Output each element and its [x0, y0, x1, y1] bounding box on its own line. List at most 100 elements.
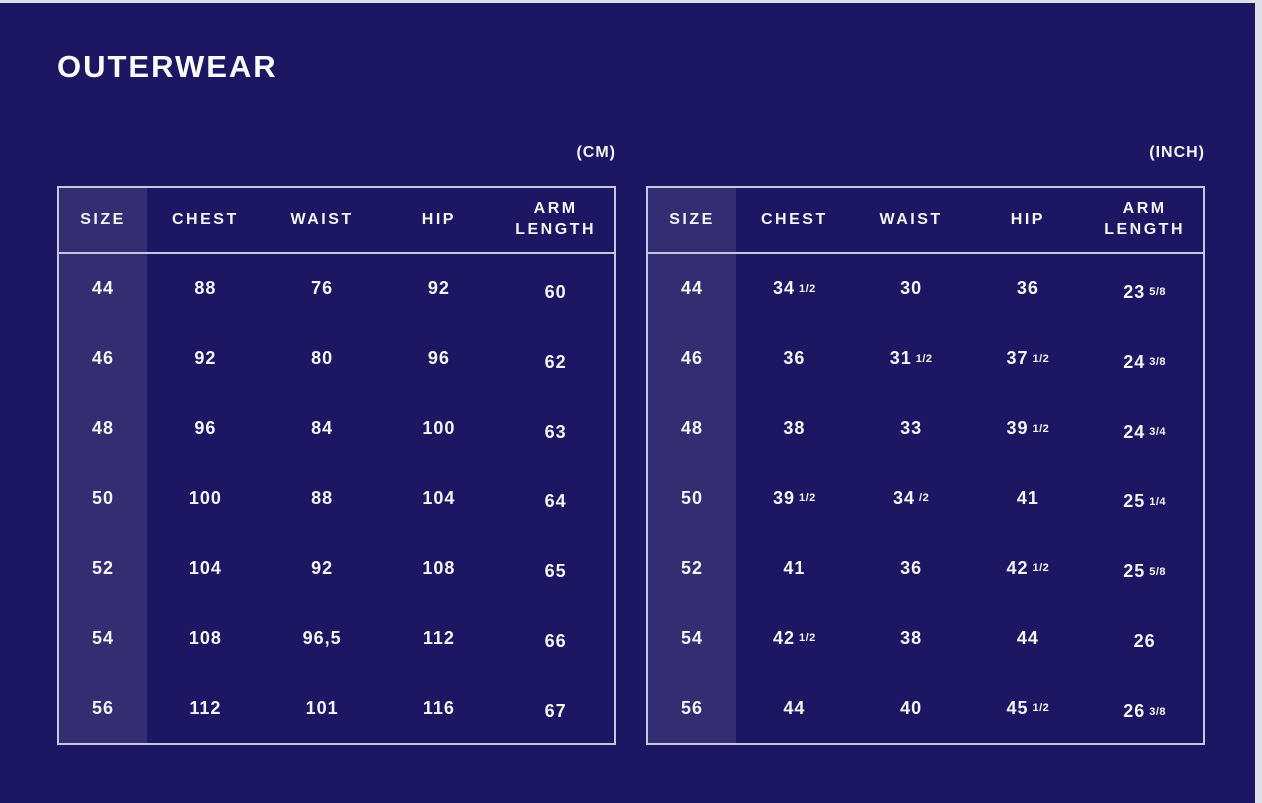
- measurement-cell: 100: [188, 487, 222, 508]
- measurement-cell: 92: [194, 348, 217, 369]
- measurement-cell: 42 1/2: [1006, 557, 1050, 578]
- measurement-cell: 76: [311, 278, 334, 299]
- measurement-cell: 24 3/8: [1123, 351, 1167, 372]
- header-cell-waist: WAIST: [290, 210, 354, 228]
- measurement-cell: 104: [422, 487, 456, 508]
- measurement-cell: 92: [311, 557, 334, 578]
- fraction-superscript: 3/8: [1149, 705, 1167, 718]
- measurement-cell: 36: [900, 557, 923, 578]
- measurement-cell: 40: [900, 697, 923, 718]
- measurement-cell: 39 1/2: [1006, 418, 1050, 439]
- measurement-cell: 104: [188, 557, 222, 578]
- measurement-cell: 42 1/2: [772, 627, 816, 648]
- measurement-cell: 36: [783, 348, 806, 369]
- size-cell: 44: [91, 278, 115, 299]
- fraction-superscript: 5/8: [1149, 565, 1167, 578]
- measurement-cell: 116: [422, 697, 455, 718]
- size-column-highlight: [648, 188, 736, 743]
- measurement-cell: 44: [1016, 627, 1039, 648]
- measurement-cell: 26: [1133, 631, 1156, 652]
- table-row: 50 39 1/2 34/2 41 25 1/4: [648, 464, 1203, 534]
- size-cell: 48: [91, 418, 115, 439]
- fraction-superscript: 3/4: [1149, 426, 1167, 439]
- measurement-cell: 44: [783, 697, 806, 718]
- table-row: 44 88 76 92 60: [59, 254, 614, 324]
- measurement-cell: 25 1/4: [1123, 491, 1167, 512]
- measurement-cell: 67: [544, 701, 567, 722]
- fraction-superscript: 1/2: [798, 492, 816, 505]
- inch-table-header: SIZE CHEST WAIST HIP ARM LENGTH: [648, 188, 1203, 254]
- table-row: 44 34 1/2 30 36 23 5/8: [648, 254, 1203, 324]
- measurement-cell: 41: [783, 557, 806, 578]
- cm-table-header: SIZE CHEST WAIST HIP ARM LENGTH: [59, 188, 614, 254]
- size-cell: 52: [91, 557, 115, 578]
- cm-size-table: SIZE CHEST WAIST HIP ARM LENGTH 44 88 76 92 60 46…: [57, 186, 616, 745]
- measurement-cell: 100: [422, 418, 456, 439]
- measurement-cell: 25 5/8: [1123, 561, 1167, 582]
- cm-table-body: 44 88 76 92 60 46 92 80 96 62 48 96 84 100 63 50 100 88 10…: [59, 254, 614, 743]
- measurement-cell: 38: [900, 627, 923, 648]
- measurement-cell: 30: [900, 278, 923, 299]
- header-cell-chest: CHEST: [172, 210, 239, 228]
- measurement-cell: 84: [311, 418, 334, 439]
- measurement-cell: 33: [900, 418, 923, 439]
- table-row: 52 104 92 108 65: [59, 533, 614, 603]
- table-row: 50 100 88 104 64: [59, 464, 614, 534]
- measurement-cell: 23 5/8: [1123, 281, 1167, 302]
- size-cell: 46: [680, 348, 704, 369]
- cm-unit-label: (CM): [576, 144, 616, 161]
- measurement-cell: 62: [544, 351, 567, 372]
- measurement-cell: 26 3/8: [1123, 701, 1167, 722]
- measurement-cell: 45 1/2: [1006, 697, 1050, 718]
- inch-table-body: 44 34 1/2 30 36 23 5/8 46 36 31 1/2 37 1/2 24 3/8 48 38 3…: [648, 254, 1203, 743]
- measurement-cell: 31 1/2: [889, 348, 933, 369]
- fraction-superscript: 1/4: [1149, 495, 1167, 508]
- size-cell: 50: [91, 487, 115, 508]
- measurement-cell: 38: [783, 418, 806, 439]
- header-cell-waist: WAIST: [879, 210, 943, 228]
- measurement-cell: 34/2: [893, 487, 930, 508]
- size-cell: 56: [91, 697, 115, 718]
- header-cell-arm-length: ARM LENGTH: [1104, 200, 1186, 238]
- page-edge-right: [1255, 0, 1262, 803]
- size-cell: 48: [680, 418, 704, 439]
- measurement-cell: 39 1/2: [772, 487, 816, 508]
- measurement-cell: 66: [544, 631, 567, 652]
- size-column-highlight: [59, 188, 147, 743]
- measurement-cell: 96: [427, 348, 450, 369]
- size-cell: 54: [680, 627, 704, 648]
- measurement-cell: 88: [194, 278, 217, 299]
- fraction-superscript: 1/2: [798, 282, 816, 295]
- header-cell-size: SIZE: [669, 210, 715, 228]
- fraction-superscript: 1/2: [1032, 702, 1050, 715]
- measurement-cell: 92: [427, 278, 450, 299]
- table-row: 56 112 101 116 67: [59, 673, 614, 743]
- table-row: 52 41 36 42 1/2 25 5/8: [648, 533, 1203, 603]
- measurement-cell: 96: [194, 418, 217, 439]
- size-cell: 52: [680, 557, 704, 578]
- measurement-cell: 65: [544, 561, 567, 582]
- size-cell: 54: [91, 627, 115, 648]
- measurement-cell: 24 3/4: [1123, 421, 1167, 442]
- measurement-cell: 108: [422, 557, 456, 578]
- measurement-cell: 34 1/2: [772, 278, 816, 299]
- fraction-superscript: /2: [919, 492, 930, 505]
- measurement-cell: 80: [311, 348, 334, 369]
- table-row: 46 36 31 1/2 37 1/2 24 3/8: [648, 324, 1203, 394]
- measurement-cell: 88: [311, 487, 334, 508]
- fraction-superscript: 5/8: [1149, 286, 1167, 299]
- size-cell: 56: [680, 697, 704, 718]
- measurement-cell: 41: [1016, 487, 1039, 508]
- fraction-superscript: 1/2: [915, 352, 933, 365]
- inch-size-table: SIZE CHEST WAIST HIP ARM LENGTH 44 34 1/2 30 36 2…: [646, 186, 1205, 745]
- fraction-superscript: 1/2: [1032, 352, 1050, 365]
- table-row: 56 44 40 45 1/2 26 3/8: [648, 673, 1203, 743]
- fraction-superscript: 3/8: [1149, 356, 1167, 369]
- header-cell-arm-length: ARM LENGTH: [515, 200, 597, 238]
- header-cell-hip: HIP: [1010, 210, 1045, 228]
- measurement-cell: 63: [544, 421, 567, 442]
- measurement-cell: 37 1/2: [1006, 348, 1050, 369]
- measurement-cell: 112: [422, 627, 455, 648]
- fraction-superscript: 1/2: [1032, 422, 1050, 435]
- page-title: OUTERWEAR: [57, 48, 278, 84]
